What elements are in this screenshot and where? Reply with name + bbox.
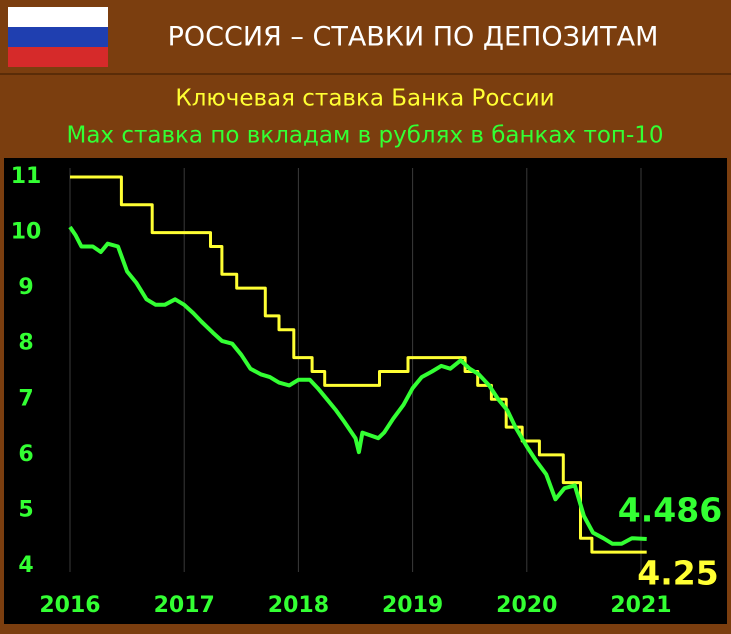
value-label: 4.25 bbox=[637, 554, 718, 593]
value-label: 4.486 bbox=[618, 491, 722, 530]
y-tick-label: 11 bbox=[11, 164, 42, 189]
x-tick-label: 2018 bbox=[268, 593, 329, 618]
y-tick-label: 6 bbox=[18, 442, 33, 467]
y-tick-label: 8 bbox=[18, 331, 33, 356]
flag bbox=[8, 7, 108, 67]
x-tick-label: 2016 bbox=[39, 593, 100, 618]
series-line bbox=[68, 225, 647, 546]
x-tick-label: 2021 bbox=[610, 593, 671, 618]
flag-red bbox=[8, 47, 108, 67]
y-tick-label: 9 bbox=[18, 275, 33, 300]
plot-background bbox=[4, 158, 727, 624]
y-tick-label: 10 bbox=[11, 220, 42, 245]
flag-blue bbox=[8, 27, 108, 47]
series-line bbox=[70, 175, 647, 554]
x-tick-label: 2020 bbox=[496, 593, 557, 618]
flag-white bbox=[8, 7, 108, 27]
y-tick-label: 7 bbox=[18, 386, 33, 411]
chart-title: РОССИЯ – СТАВКИ ПО ДЕПОЗИТАМ bbox=[168, 22, 659, 53]
y-tick-label: 4 bbox=[18, 553, 33, 578]
legend-label: Ключевая ставка Банка России bbox=[175, 86, 554, 112]
legend-label: Max ставка по вкладам в рублях в банках … bbox=[66, 123, 663, 149]
y-tick-label: 5 bbox=[18, 497, 33, 522]
x-tick-label: 2019 bbox=[382, 593, 443, 618]
x-tick-label: 2017 bbox=[154, 593, 215, 618]
